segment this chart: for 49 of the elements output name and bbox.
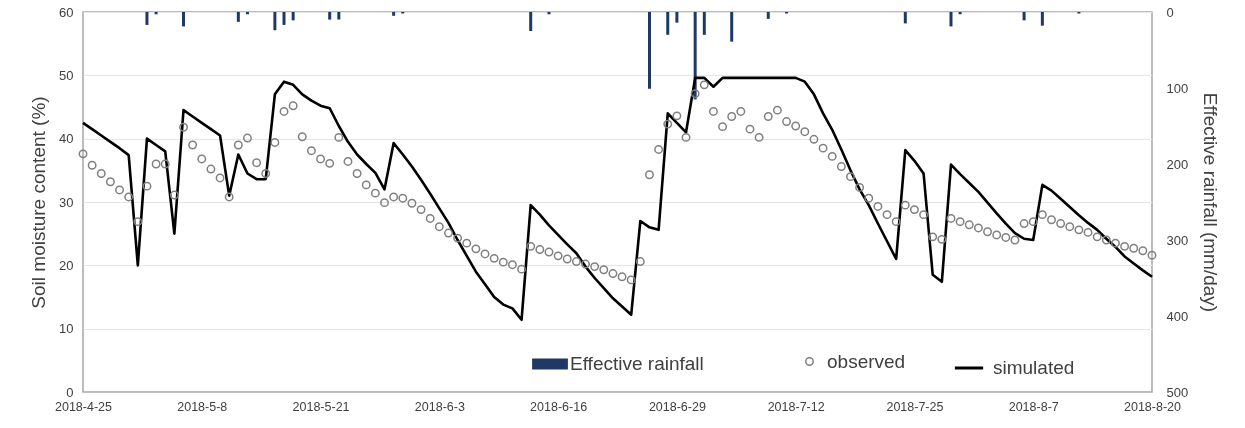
bar xyxy=(273,12,277,31)
bar xyxy=(647,12,651,89)
y2-axis-title: Effective rainfall (mm/day) xyxy=(1200,92,1222,313)
y-tick-label: 60 xyxy=(59,4,74,20)
y-tick-label: 30 xyxy=(59,194,74,210)
bar xyxy=(730,12,734,42)
y2-tick-label: 200 xyxy=(1166,156,1189,172)
x-tick-label: 2018-4-25 xyxy=(55,399,113,414)
x-tick-label: 2018-6-29 xyxy=(648,399,706,414)
legend-label: observed xyxy=(827,350,906,372)
legend-label: Effective rainfall xyxy=(570,353,704,374)
bar xyxy=(903,12,907,24)
x-tick-label: 2018-7-25 xyxy=(886,399,944,414)
bar xyxy=(145,12,149,25)
legend-label: simulated xyxy=(993,357,1075,378)
y-tick-label: 10 xyxy=(59,321,74,337)
bar xyxy=(1040,12,1044,26)
x-tick-label: 2018-5-21 xyxy=(292,399,350,414)
bar xyxy=(702,12,706,35)
y-tick-label: 50 xyxy=(59,67,74,83)
y2-tick-label: 100 xyxy=(1166,80,1189,96)
bar xyxy=(236,12,240,22)
bar xyxy=(282,12,286,25)
bar xyxy=(328,12,332,20)
bar xyxy=(529,12,533,31)
x-tick-label: 2018-6-3 xyxy=(414,399,465,414)
line-series xyxy=(81,76,1154,322)
x-tick-label: 2018-6-16 xyxy=(530,399,588,414)
bar xyxy=(1022,12,1026,21)
y2-tick-label: 300 xyxy=(1166,232,1189,248)
y-axis-title: Soil moisture content (%) xyxy=(28,96,50,309)
y-tick-label: 20 xyxy=(59,257,74,273)
bar xyxy=(291,12,295,21)
bar xyxy=(666,12,670,35)
y2-tick-label: 400 xyxy=(1166,308,1189,324)
y2-tick-label: 500 xyxy=(1166,384,1189,400)
x-tick-label: 2018-5-8 xyxy=(177,399,228,414)
x-tick-label: 2018-8-20 xyxy=(1124,399,1182,414)
x-tick-label: 2018-8-7 xyxy=(1008,399,1059,414)
x-tick-label: 2018-7-12 xyxy=(767,399,825,414)
bar xyxy=(675,12,679,23)
bar xyxy=(392,12,396,16)
y-tick-label: 0 xyxy=(66,384,74,400)
bar xyxy=(766,12,770,19)
bar xyxy=(182,12,185,27)
y-tick-label: 40 xyxy=(59,131,74,147)
bar xyxy=(337,12,341,20)
y2-tick-label: 0 xyxy=(1166,4,1174,20)
bar xyxy=(949,12,953,27)
